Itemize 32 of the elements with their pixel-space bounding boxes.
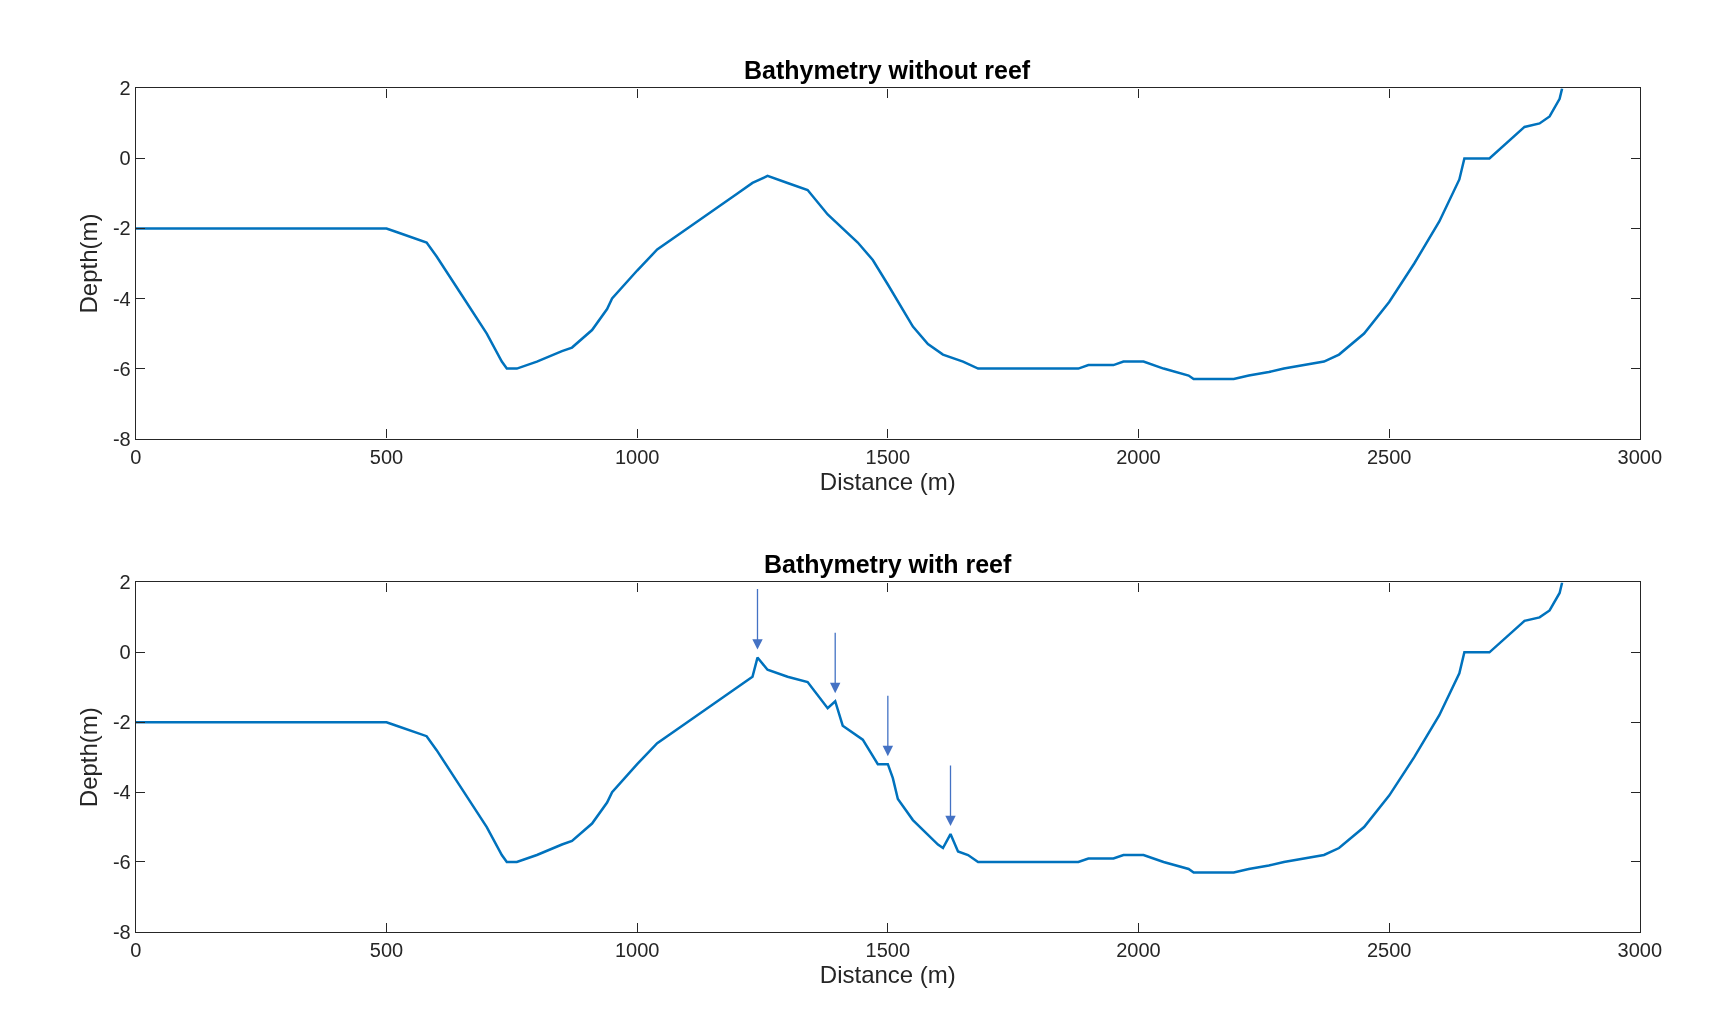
y-tick-label: -8	[112, 920, 131, 943]
chart-title: Bathymetry with reef	[764, 550, 1012, 578]
x-tick-label: 1500	[865, 939, 911, 962]
y-tick-label: -2	[112, 711, 131, 734]
chart-title: Bathymetry without reef	[744, 56, 1031, 84]
y-axis-title: Depth(m)	[74, 213, 102, 314]
x-tick-label: 500	[369, 445, 404, 468]
y-tick-label: -6	[112, 357, 131, 380]
y-tick-label: 2	[119, 77, 131, 100]
x-axis-title: Distance (m)	[819, 468, 956, 496]
line-series	[135, 582, 1564, 874]
line-series	[135, 88, 1564, 381]
y-tick-label: -8	[112, 427, 131, 450]
y-tick-label: -6	[112, 850, 131, 873]
y-axis-title: Depth(m)	[74, 707, 102, 808]
x-tick-label: 1500	[865, 445, 911, 468]
x-tick-label: 3000	[1617, 445, 1663, 468]
y-tick-label: 2	[119, 571, 131, 594]
x-tick-label: 500	[369, 939, 404, 962]
x-tick-label: 1000	[614, 939, 660, 962]
y-tick-label: 0	[119, 641, 131, 664]
x-tick-label: 2000	[1116, 445, 1161, 468]
x-axis-title: Distance (m)	[819, 961, 956, 989]
x-tick-label: 1000	[614, 445, 660, 468]
y-tick-label: -2	[112, 217, 131, 240]
x-tick-label: 3000	[1617, 939, 1663, 962]
x-tick-label: 2500	[1366, 939, 1412, 962]
y-tick-label: 0	[119, 147, 131, 170]
x-tick-label: 2500	[1366, 445, 1412, 468]
y-tick-label: -4	[112, 781, 131, 804]
y-tick-label: -4	[112, 287, 131, 310]
x-tick-label: 2000	[1116, 939, 1161, 962]
